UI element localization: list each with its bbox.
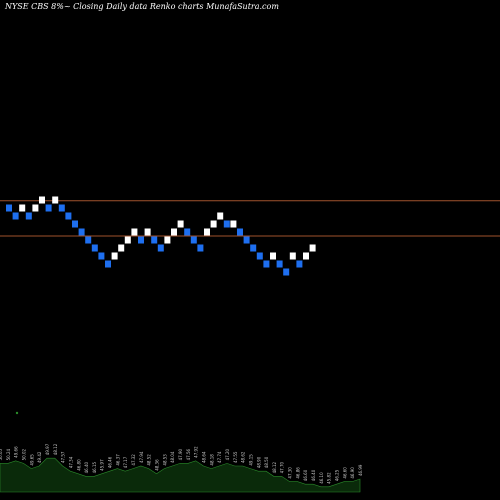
renko-brick-down <box>25 212 32 220</box>
volume-label: 48.53 <box>162 454 167 466</box>
volume-label: 46.15 <box>92 461 97 473</box>
renko-brick-up <box>171 228 177 236</box>
renko-brick-down <box>250 244 257 252</box>
renko-brick-up <box>210 220 217 228</box>
renko-brick-down <box>157 244 164 252</box>
renko-brick-up <box>144 228 151 236</box>
volume-label: 45.82 <box>327 472 332 484</box>
renko-brick-down <box>184 228 191 236</box>
volume-label: 48.64 <box>202 451 207 463</box>
volume-area <box>0 457 361 493</box>
volume-label: 47.74 <box>217 451 222 463</box>
renko-brick-down <box>276 260 283 268</box>
volume-label: 46.37 <box>115 454 120 466</box>
volume-label: 48.18 <box>209 454 214 466</box>
volume-label: 49.15 <box>248 454 253 466</box>
volume-label: 47.94 <box>139 451 144 463</box>
volume-label: 49.97 <box>45 443 50 455</box>
renko-brick-down <box>296 260 303 268</box>
volume-label: 49.65 <box>29 454 34 466</box>
volume-label: 47.20 <box>225 448 230 460</box>
renko-brick-down <box>6 204 12 212</box>
volume-label: 46.25 <box>335 469 340 481</box>
volume-label: 48.12 <box>272 461 277 473</box>
renko-brick-up <box>217 212 224 220</box>
renko-brick-down <box>105 260 111 268</box>
renko-brick-up <box>270 252 276 260</box>
volume-label: 48.90 <box>256 456 261 468</box>
renko-brick-up <box>52 196 59 204</box>
volume-label: 47.34 <box>68 456 73 468</box>
renko-brick-up <box>39 196 45 204</box>
volume-label: 50.05 <box>0 448 3 460</box>
renko-brick-down <box>256 252 263 260</box>
volume-label: 45.97 <box>100 459 105 471</box>
volume-label: 48.62 <box>241 451 246 463</box>
volume-label: 46.46 <box>108 456 113 468</box>
volume-label: 46.40 <box>311 469 316 481</box>
renko-brick-down <box>91 244 98 252</box>
volume-label: 49.66 <box>14 446 19 458</box>
volume-label: 47.70 <box>280 461 285 473</box>
renko-brick-up <box>289 252 296 260</box>
volume-label: 50.24 <box>6 448 11 460</box>
renko-brick-up <box>177 220 184 228</box>
renko-brick-up <box>204 228 210 236</box>
renko-brick-down <box>283 268 290 276</box>
volume-label: 49.42 <box>37 451 42 463</box>
renko-brick-down <box>98 252 105 260</box>
volume-label: 46.80 <box>76 459 81 471</box>
renko-brick-up <box>131 228 138 236</box>
volume-label: 48.12 <box>53 443 58 455</box>
renko-brick-up <box>164 236 171 244</box>
volume-label: 47.92 <box>194 446 199 458</box>
renko-brick-up <box>111 252 118 260</box>
renko-brick-down <box>58 204 65 212</box>
volume-label: 47.90 <box>178 448 183 460</box>
volume-label: 46.60 <box>342 467 347 479</box>
volume-label: 46.60 <box>303 469 308 481</box>
renko-brick-down <box>85 236 92 244</box>
volume-label: 46.40 <box>84 461 89 473</box>
renko-brick-up <box>124 236 131 244</box>
volume-label: 47.32 <box>131 454 136 466</box>
renko-brick-down <box>243 236 250 244</box>
renko-brick-down <box>190 236 197 244</box>
renko-brick-down <box>263 260 270 268</box>
renko-brick-down <box>78 228 85 236</box>
volume-label: 46.86 <box>295 467 300 479</box>
volume-label: 47.30 <box>288 467 293 479</box>
volume-label: 47.57 <box>61 451 66 463</box>
renko-brick-up <box>230 220 237 228</box>
volume-label: 48.50 <box>264 456 269 468</box>
renko-brick-down <box>65 212 72 220</box>
volume-label: 48.52 <box>147 454 152 466</box>
volume-label: 46.99 <box>358 464 363 476</box>
renko-brick-down <box>197 244 204 252</box>
volume-label: 47.56 <box>186 448 191 460</box>
renko-brick-down <box>72 220 78 228</box>
renko-brick-up <box>118 244 125 252</box>
volume-label: 48.04 <box>170 451 175 463</box>
volume-label: 47.17 <box>123 456 128 468</box>
renko-brick-down <box>151 236 158 244</box>
volume-label: 46.10 <box>319 472 324 484</box>
renko-brick-down <box>12 212 19 220</box>
volume-label: 50.02 <box>22 448 27 460</box>
renko-brick-up <box>309 244 316 252</box>
renko-brick-down <box>223 220 230 228</box>
renko-brick-up <box>32 204 39 212</box>
chart-title: NYSE CBS 8%~ Closing Daily data Renko ch… <box>5 2 279 11</box>
volume-label: 47.55 <box>233 451 238 463</box>
volume-marker <box>15 411 19 415</box>
renko-brick-up <box>19 204 26 212</box>
volume-label: 48.36 <box>155 459 160 471</box>
volume-label: 46.90 <box>350 467 355 479</box>
renko-brick-down <box>237 228 243 236</box>
renko-brick-down <box>45 204 52 212</box>
renko-brick-down <box>138 236 144 244</box>
renko-brick-up <box>303 252 309 260</box>
